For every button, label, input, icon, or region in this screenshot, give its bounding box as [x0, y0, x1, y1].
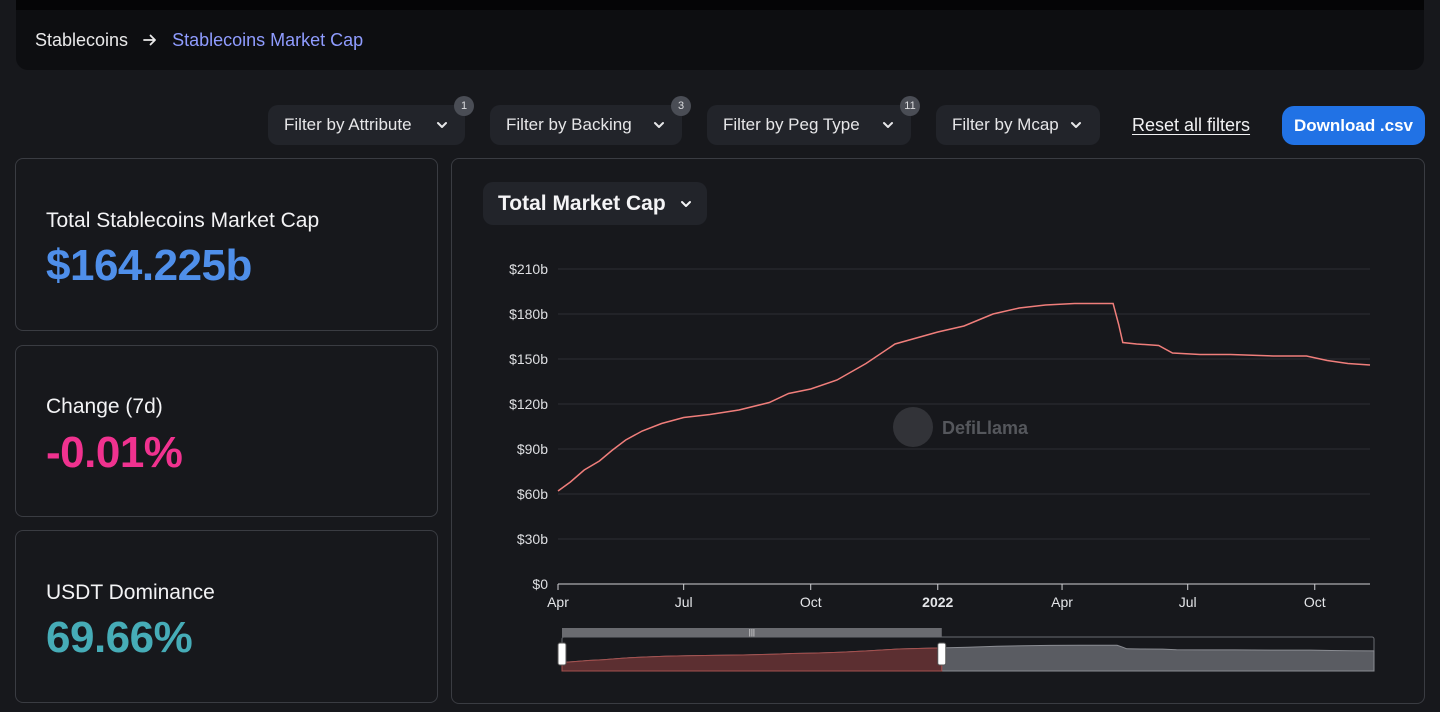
zoom-drag-bar — [562, 628, 942, 637]
y-tick-label: $150b — [509, 351, 548, 367]
stat-card-usdt-dominance: USDT Dominance 69.66% — [15, 530, 438, 703]
y-tick-label: $120b — [509, 396, 548, 412]
filter-peg-type-badge: 11 — [900, 96, 920, 116]
stat-label: USDT Dominance — [46, 581, 215, 604]
watermark-text: DefiLlama — [942, 418, 1029, 438]
stat-card-change-7d: Change (7d) -0.01% — [15, 345, 438, 517]
filter-backing-button[interactable]: Filter by Backing 3 — [490, 96, 691, 145]
filter-attribute-button[interactable]: Filter by Attribute 1 — [268, 96, 474, 145]
y-tick-label: $90b — [517, 441, 548, 457]
breadcrumb-current: Stablecoins Market Cap — [172, 30, 364, 50]
chevron-down-icon — [681, 201, 691, 207]
filter-mcap-label: Filter by Mcap — [952, 115, 1059, 134]
x-tick-label: Apr — [547, 594, 569, 610]
chevron-down-icon — [654, 122, 664, 128]
stat-label: Total Stablecoins Market Cap — [46, 209, 320, 232]
chart-type-label: Total Market Cap — [498, 191, 666, 215]
top-strip — [16, 0, 1424, 10]
x-tick-label: Apr — [1051, 594, 1073, 610]
y-tick-label: $60b — [517, 486, 548, 502]
zoom-handle-left[interactable] — [557, 642, 567, 666]
arrow-right-icon — [143, 34, 156, 46]
x-tick-label: Jul — [1179, 594, 1197, 610]
stat-value: -0.01% — [46, 428, 183, 477]
y-tick-label: $30b — [517, 531, 548, 547]
x-tick-label: Oct — [800, 594, 822, 610]
filter-peg-type-button[interactable]: Filter by Peg Type 11 — [707, 96, 920, 145]
market-cap-chart[interactable]: $0 $30b $60b $90b $120b $150b $180b $210b Apr Jul… — [452, 159, 1424, 703]
filter-backing-label: Filter by Backing — [506, 115, 632, 134]
stat-label: Change (7d) — [46, 395, 163, 418]
breadcrumb: Stablecoins Stablecoins Market Cap — [35, 30, 363, 50]
y-tick-label: $180b — [509, 306, 548, 322]
chevron-down-icon — [883, 122, 893, 128]
chevron-down-icon — [1071, 122, 1081, 128]
top-header: Stablecoins Stablecoins Market Cap — [16, 0, 1424, 70]
x-tick-label: Jul — [675, 594, 693, 610]
stat-value: 69.66% — [46, 613, 193, 662]
filter-attribute-badge: 1 — [454, 96, 474, 116]
zoom-handle-right[interactable] — [937, 642, 947, 666]
filter-peg-type-label: Filter by Peg Type — [723, 115, 860, 134]
chart-card: Total Market Cap $0 $30b $60b $90b $120b $150… — [451, 158, 1425, 704]
series-line — [557, 302, 1371, 492]
x-tick-label: Oct — [1304, 594, 1326, 610]
download-csv-button[interactable]: Download .csv — [1282, 106, 1425, 145]
chart-type-select[interactable]: Total Market Cap — [483, 182, 707, 225]
y-tick-label: $0 — [532, 576, 548, 592]
zoom-area-selected — [561, 647, 943, 672]
stat-card-total-mcap: Total Stablecoins Market Cap $164.225b — [15, 158, 438, 331]
breadcrumb-root-link[interactable]: Stablecoins — [35, 30, 129, 50]
watermark-logo-icon — [893, 407, 933, 447]
zoom-grip-icon: ||| — [749, 628, 755, 637]
stat-value: $164.225b — [46, 241, 252, 290]
y-tick-label: $210b — [509, 261, 548, 277]
filter-backing-badge: 3 — [671, 96, 691, 116]
filter-mcap-button[interactable]: Filter by Mcap — [936, 105, 1100, 145]
reset-filters-link[interactable]: Reset all filters — [1132, 115, 1251, 135]
x-tick-label: 2022 — [922, 594, 953, 610]
chevron-down-icon — [437, 122, 447, 128]
filter-attribute-label: Filter by Attribute — [284, 115, 412, 134]
